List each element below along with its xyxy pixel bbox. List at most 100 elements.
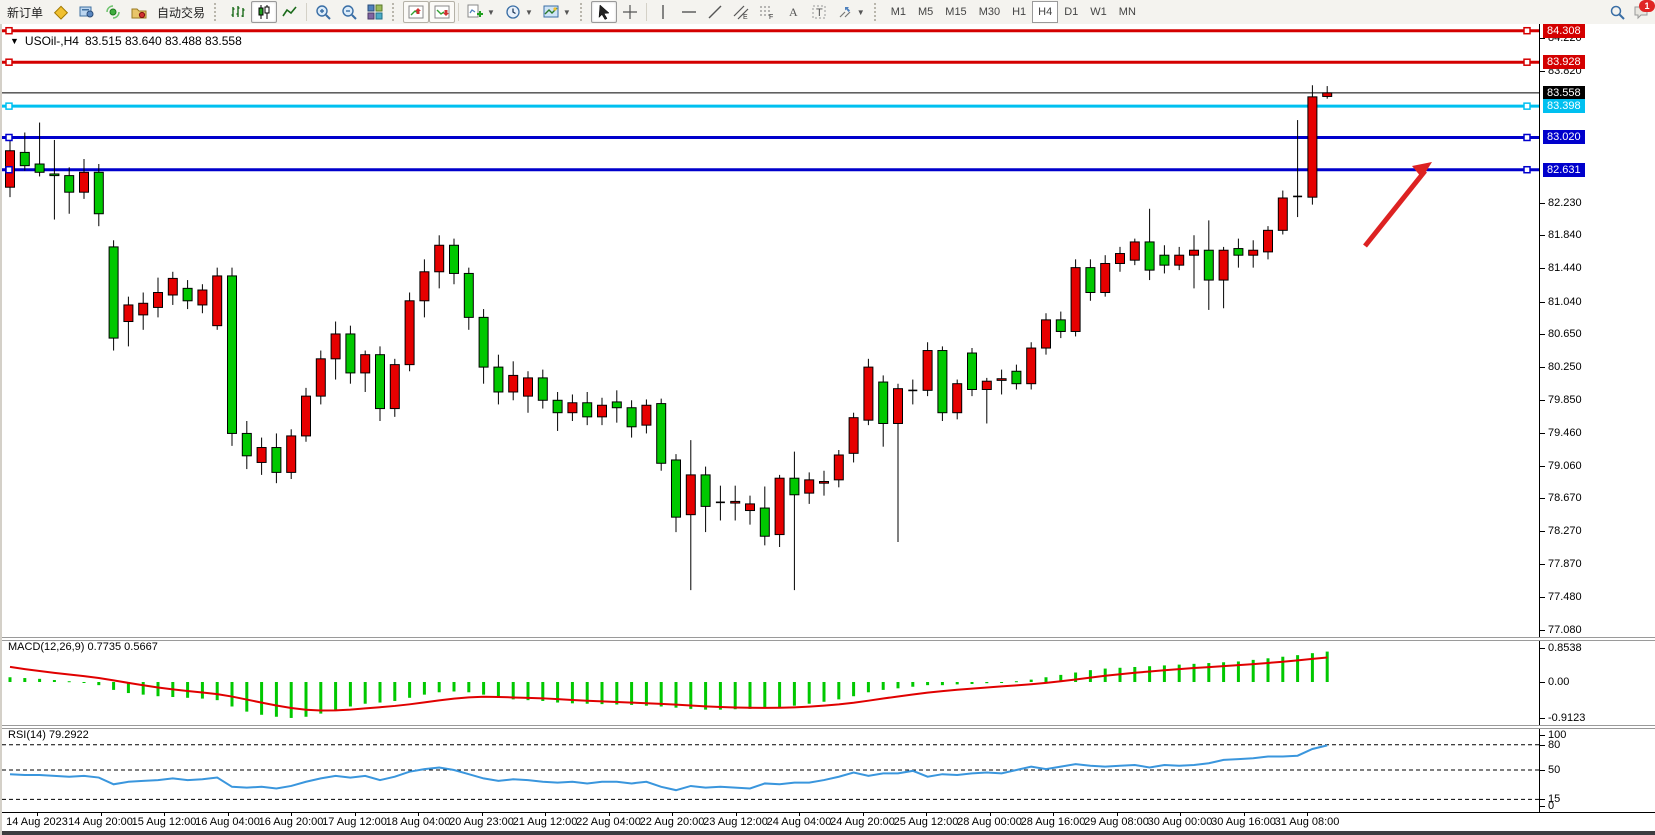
line-anchor-marker[interactable] <box>5 58 13 66</box>
pane-separator[interactable] <box>2 637 1655 641</box>
rsi-line <box>9 744 1328 792</box>
line-anchor-marker[interactable] <box>1523 102 1531 110</box>
market-watch-button[interactable] <box>48 1 74 23</box>
macd-histogram-bar <box>970 682 974 684</box>
macd-pane[interactable]: MACD(12,26,9) 0.7735 0.5667 <box>2 639 1539 725</box>
rsi-tick-label: 100 <box>1548 729 1567 741</box>
auto-trading-button[interactable]: 自动交易 <box>152 1 210 23</box>
axis-tick-mark <box>1540 735 1545 736</box>
price-pane[interactable]: ▼ USOil-,H4 83.515 83.640 83.488 83.558 <box>2 26 1539 637</box>
axis-tick-mark <box>1540 268 1545 270</box>
timeframe-button-m15[interactable]: M15 <box>945 6 967 18</box>
macd-tick-label: 0.8538 <box>1548 642 1582 655</box>
bear-candle <box>93 171 104 215</box>
timeframe-button-m1[interactable]: M1 <box>890 6 906 18</box>
zoom-out-button[interactable] <box>336 1 362 23</box>
bull-candle <box>1100 262 1111 294</box>
rsi-tick-label: 15 <box>1548 793 1561 806</box>
notifications-button[interactable]: 1 <box>1633 0 1655 20</box>
add-indicator-button[interactable]: ▼ <box>462 1 500 23</box>
zoom-out-icon <box>341 4 357 20</box>
fibonacci-tool-button[interactable]: F <box>754 1 780 23</box>
macd-histogram-bar <box>274 682 278 717</box>
toolbar-drag-handle[interactable] <box>579 3 587 21</box>
macd-histogram-bar <box>541 682 545 701</box>
line-chart-button[interactable] <box>277 1 303 23</box>
time-tick-label: 24 Aug 20:00 <box>830 816 895 828</box>
price-axis[interactable]: 84.220 83.820 82.230 81.840 81.440 81.040 80.6… <box>1539 23 1655 830</box>
candlestick-chart[interactable] <box>2 26 1539 637</box>
macd-histogram-bar <box>496 682 500 698</box>
indicator-window-up-button[interactable] <box>403 1 430 23</box>
vertical-line-icon <box>655 4 671 20</box>
equidistant-channel-tool-button[interactable]: E <box>728 1 754 23</box>
data-window-button[interactable] <box>74 1 100 23</box>
time-tick-label: 17 Aug 12:00 <box>322 816 387 828</box>
macd-tick-label: 0.00 <box>1548 676 1570 688</box>
line-anchor-marker[interactable] <box>1523 133 1531 142</box>
rsi-chart[interactable] <box>2 727 1539 812</box>
bull-candle <box>256 447 267 463</box>
line-anchor-marker[interactable] <box>5 102 13 110</box>
axis-tick-mark <box>1540 235 1545 237</box>
chart-title[interactable]: ▼ USOil-,H4 83.515 83.640 83.488 83.558 <box>10 34 242 48</box>
timeframe-button-m5[interactable]: M5 <box>918 6 934 18</box>
bear-candle <box>493 366 504 393</box>
toolbar-drag-handle[interactable] <box>214 3 221 21</box>
line-anchor-marker[interactable] <box>5 133 13 142</box>
svg-text:E: E <box>743 14 748 20</box>
bull-candle <box>523 377 533 397</box>
indicator-window-down-button[interactable] <box>429 1 456 23</box>
arrows-tool-button[interactable]: ▼ <box>832 1 870 23</box>
tile-windows-button[interactable] <box>362 1 388 23</box>
bear-candle <box>1085 267 1096 294</box>
macd-chart[interactable] <box>2 639 1539 725</box>
timeframe-button-w1[interactable]: W1 <box>1090 6 1107 18</box>
line-anchor-marker[interactable] <box>5 165 13 174</box>
macd-histogram-bar <box>1281 656 1285 682</box>
chart-menu-triangle-icon: ▼ <box>10 36 19 46</box>
line-anchor-marker[interactable] <box>1523 165 1531 174</box>
time-tick-mark <box>1307 813 1308 816</box>
navigator-button[interactable] <box>100 1 126 23</box>
horizontal-line-icon <box>681 4 697 20</box>
macd-histogram-bar <box>408 682 412 698</box>
axis-tick-mark <box>1540 770 1545 771</box>
timeframe-button-h4[interactable]: H4 <box>1032 1 1059 23</box>
line-anchor-marker[interactable] <box>5 26 13 35</box>
crosshair-tool-button[interactable] <box>617 1 643 23</box>
zoom-in-button[interactable] <box>310 1 336 23</box>
macd-histogram-bar <box>245 682 249 712</box>
arrow-annotation-head[interactable] <box>1412 162 1432 178</box>
template-button[interactable]: ▼ <box>538 1 576 23</box>
toolbar-drag-handle[interactable] <box>392 3 399 21</box>
timeframe-button-m30[interactable]: M30 <box>978 6 1001 18</box>
horizontal-line-tool-button[interactable] <box>676 1 702 23</box>
rsi-pane[interactable]: RSI(14) 79.2922 <box>2 727 1539 812</box>
timeframe-button-h1[interactable]: H1 <box>1012 6 1027 18</box>
bull-candle <box>1218 249 1229 281</box>
candlestick-chart-button[interactable] <box>251 1 278 23</box>
line-anchor-marker[interactable] <box>1523 26 1531 35</box>
period-button[interactable]: ▼ <box>500 1 538 23</box>
line-anchor-marker[interactable] <box>1523 58 1531 66</box>
time-tick-label: 18 Aug 04:00 <box>385 816 451 828</box>
price-line-label: 83.020 <box>1543 130 1585 145</box>
toolbar-drag-handle[interactable] <box>873 3 881 21</box>
text-label-tool-button[interactable]: T <box>806 1 832 23</box>
text-tool-button[interactable]: A <box>780 1 806 23</box>
search-icon[interactable] <box>1609 4 1625 20</box>
svg-text:T: T <box>816 7 823 19</box>
pane-separator[interactable] <box>2 725 1655 729</box>
trendline-tool-button[interactable] <box>702 1 728 23</box>
bar-chart-button[interactable] <box>225 1 251 23</box>
timeframe-button-d1[interactable]: D1 <box>1064 6 1079 18</box>
time-axis[interactable]: 14 Aug 2023 14 Aug 20:00 15 Aug 12:00 16 Au… <box>2 812 1655 831</box>
terminal-button[interactable] <box>126 1 152 23</box>
timeframe-button-mn[interactable]: MN <box>1118 6 1136 18</box>
cursor-tool-button[interactable] <box>590 1 617 23</box>
vertical-line-tool-button[interactable] <box>650 1 676 23</box>
arrow-annotation-shaft[interactable] <box>1363 169 1427 248</box>
bull-candle <box>212 275 223 327</box>
new-order-button[interactable]: 新订单 <box>2 1 48 23</box>
